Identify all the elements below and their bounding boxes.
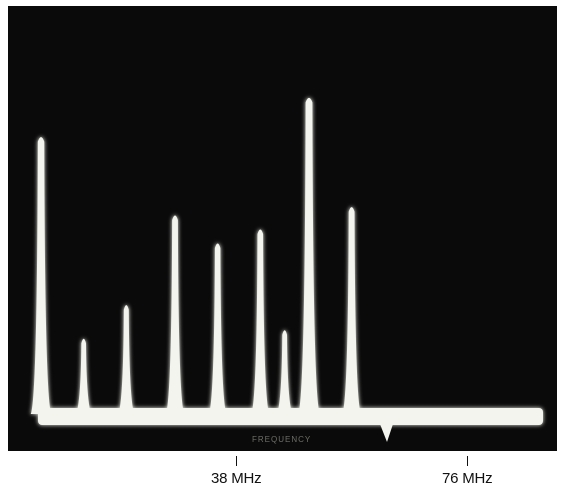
spectrum-peak xyxy=(208,243,227,414)
axis-tick xyxy=(236,456,237,466)
spectrum-peak xyxy=(251,229,270,414)
trace-dip xyxy=(380,424,393,442)
spectrum-trace: FREQUENCY xyxy=(30,97,543,444)
spectrum-peak xyxy=(165,215,185,414)
spectrum-peak xyxy=(118,305,135,414)
axis-tick-label: 38 MHz xyxy=(211,470,262,487)
axis-tick xyxy=(467,456,468,466)
screen-overlay-text: FREQUENCY xyxy=(252,435,311,444)
spectrum-peak xyxy=(342,207,361,414)
trace-baseline xyxy=(38,408,543,425)
spectrum-peak xyxy=(298,97,320,415)
spectrum-display: FREQUENCY xyxy=(8,6,557,451)
spectrum-peak xyxy=(76,338,92,414)
axis-tick-label: 76 MHz xyxy=(442,470,493,487)
spectrum-peak xyxy=(277,330,293,414)
spectrum-peak xyxy=(30,137,52,414)
